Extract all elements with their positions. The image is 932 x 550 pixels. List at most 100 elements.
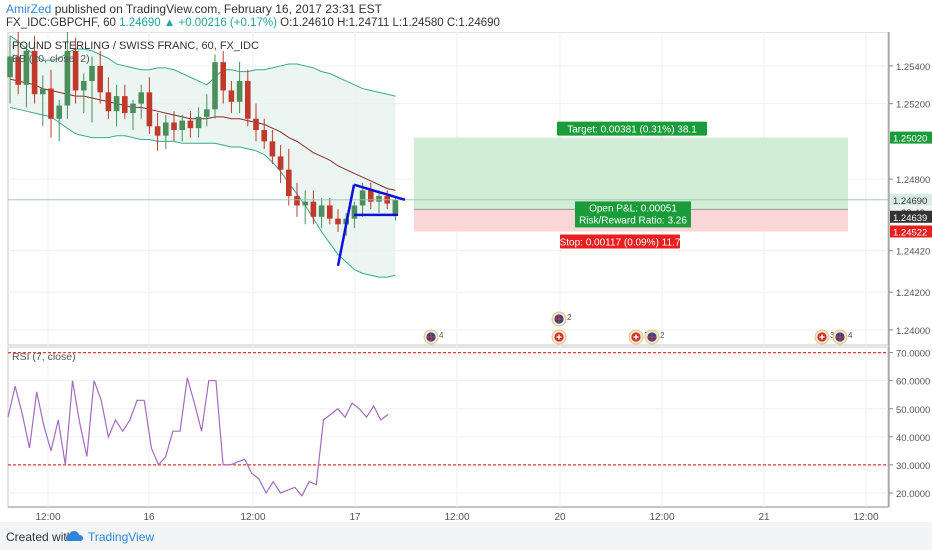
target-label: Target: 0.00381 (0.31%) 38.1 [567,125,697,136]
pnl-label: Open P&L: 0.00051 [589,203,677,214]
candle-body [138,92,144,104]
candle-body [187,120,194,129]
author-name[interactable]: AmirZed [6,2,52,16]
event-count: 4 [848,331,853,340]
candle-body [23,50,30,85]
candle-body [204,109,210,117]
rsi-tick-label: 60.0000 [896,377,930,388]
candle-body [310,201,317,217]
chart-title: POUND STERLING / SWISS FRANC, 60, FX_IDC [12,40,259,52]
risk-reward-label: Risk/Reward Ratio: 3.26 [579,215,687,226]
ohlc-values: O:1.24610 H:1.24711 L:1.24580 C:1.24690 [280,17,500,29]
candle-body [146,92,153,127]
rsi-legend: RSI (7, close) [12,351,76,363]
candle-body [113,96,120,112]
candle-body [327,205,333,219]
y-tick-label: 1.24800 [896,175,930,186]
candle-body [335,218,341,225]
rsi-tick-label: 50.0000 [896,405,930,416]
rsi-pane [7,346,889,508]
candle-body [368,190,374,202]
candle-body [302,201,308,206]
candle-body [7,56,13,78]
x-tick-label: 12:00 [649,512,674,522]
event-count: 2 [660,331,665,340]
target-zone [414,137,848,210]
bollinger-lower-line [9,106,396,278]
tradingview-link[interactable]: TradingView [88,530,155,544]
stop-price-tag-bg [890,225,932,238]
x-tick-label: 12:00 [444,512,469,522]
candle-body [64,50,71,106]
candle-body [72,50,79,91]
x-tick-label: 16 [143,512,155,522]
candle-body [56,105,62,119]
x-tick-label: 12:00 [853,512,878,522]
target-price-tag: 1.25020 [893,134,927,145]
candle-body [15,56,21,85]
y-tick-label: 1.24420 [896,247,930,258]
last-price-tag-bg [890,193,932,206]
candle-body [220,62,226,91]
x-tick-label: 12:00 [35,512,60,522]
candle-body [105,92,112,112]
rsi-tick-label: 30.0000 [896,461,930,472]
candle-body [253,118,259,131]
candle-body [294,196,300,206]
pnl-label-bg [575,201,691,228]
candle-body [31,50,38,95]
x-tick-label: 17 [349,512,361,522]
bb-legend: BB (20, close, 2) [12,53,90,65]
y-tick-label: 1.24000 [896,326,930,337]
candle-body [40,88,46,95]
candle-body [318,205,325,217]
stop-label-bg [560,234,680,249]
stop-label: Stop: 0.00117 (0.09%) 11.7 [560,237,681,248]
candle-body [163,122,169,136]
stop-price-tag: 1.24522 [893,227,927,238]
rsi-tick-label: 70.0000 [896,349,930,360]
candle-body [376,196,382,202]
candle-body [286,169,292,197]
symbol-name: FX_IDC:GBPCHF, 60 [6,17,116,29]
pattern-upper-line [353,183,406,202]
publish-line: AmirZed published on TradingView.com, Fe… [6,2,382,16]
up-arrow-icon: ▲ [163,17,176,29]
candle-body [392,199,399,215]
chart-header: AmirZed published on TradingView.com, Fe… [0,0,932,32]
candle-body [48,88,54,119]
candle-body [130,103,136,114]
event-count: 4 [439,331,444,340]
last-price: 1.24690 [119,17,161,29]
chart-area[interactable]: 12:00 16 12:00 17 12:00 20 12:00 21 12:00 1.25400… [0,32,932,522]
pattern-pole [336,184,356,267]
candle-body [97,65,103,93]
candle-body [277,156,284,170]
candle-body [195,116,202,129]
candle-body [228,90,235,102]
candle-body [261,130,267,142]
candle-body [359,190,366,206]
candle-body [81,81,87,91]
rsi-line [7,377,389,497]
candle-body [179,120,185,131]
publish-info: published on TradingView.com, February 1… [54,2,383,16]
tradingview-cloud-icon [66,531,83,541]
candle-body [351,205,358,219]
bollinger-upper-line [9,35,396,97]
rsi-tick-label: 20.0000 [896,489,930,500]
candle-body [122,96,128,114]
created-with-label: Created with [6,530,74,544]
candle-body [171,122,177,131]
candle-body [89,65,95,82]
target-label-bg [557,121,707,136]
x-tick-label: 21 [758,512,770,522]
entry-price-tag-bg [890,210,932,223]
price-change: +0.00216 (+0.17%) [178,17,277,29]
bollinger-basis-line [9,78,396,191]
candle-body [269,141,276,157]
candle-body [154,126,161,136]
y-tick-label: 1.24200 [896,288,930,299]
target-price-tag-bg [890,131,932,144]
event-count: 3 [830,331,835,340]
